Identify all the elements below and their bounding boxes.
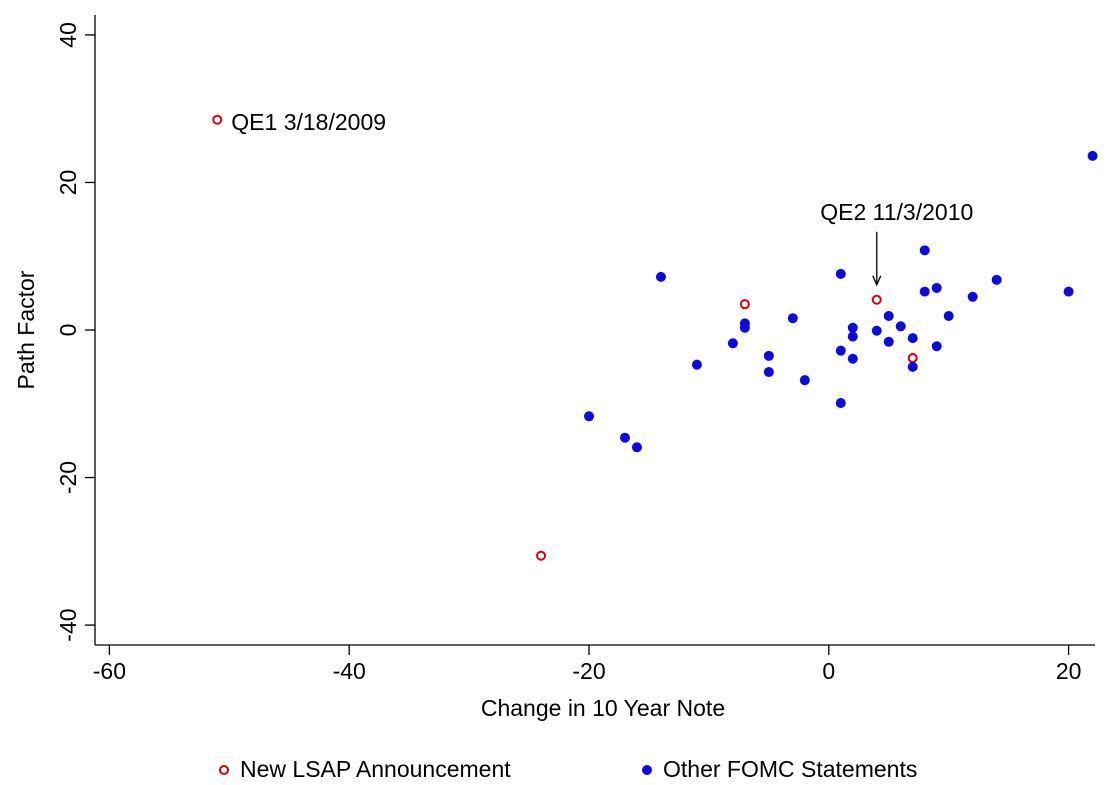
point [919, 245, 930, 256]
point [1087, 150, 1098, 161]
point [871, 294, 882, 305]
point [536, 550, 547, 561]
point [631, 442, 642, 453]
point [763, 350, 774, 361]
x-axis-title: Change in 10 Year Note [481, 695, 725, 721]
y-tick-label: 0 [55, 324, 81, 337]
point [907, 361, 918, 372]
point [931, 282, 942, 293]
point [847, 322, 858, 333]
point [584, 411, 595, 422]
y-tick-label: -20 [55, 461, 81, 494]
point [739, 299, 750, 310]
point [883, 310, 894, 321]
point [763, 367, 774, 378]
point [727, 338, 738, 349]
annotation: QE2 11/3/2010 [820, 199, 973, 225]
x-tick-label: -20 [572, 658, 605, 684]
point [919, 286, 930, 297]
point [691, 359, 702, 370]
legend-marker [219, 765, 229, 775]
point [931, 341, 942, 352]
point [895, 321, 906, 332]
y-tick-label: 40 [55, 22, 81, 48]
point [799, 375, 810, 386]
point [883, 336, 894, 347]
point [835, 268, 846, 279]
y-tick-label: 20 [55, 170, 81, 196]
legend-marker [642, 765, 652, 775]
point [835, 398, 846, 409]
point [835, 345, 846, 356]
x-tick-label: 0 [822, 658, 835, 684]
point [1063, 286, 1074, 297]
point [907, 353, 918, 364]
point [907, 333, 918, 344]
legend-label: Other FOMC Statements [663, 756, 917, 782]
point [847, 353, 858, 364]
point [619, 432, 630, 443]
point [847, 331, 858, 342]
annotation-arrowhead [872, 275, 882, 287]
y-tick-label: -40 [55, 608, 81, 641]
x-tick-label: -40 [333, 658, 366, 684]
y-axis-title: Path Factor [13, 270, 39, 389]
point [943, 310, 954, 321]
point [991, 274, 1002, 285]
x-tick-label: 20 [1056, 658, 1082, 684]
point [739, 322, 750, 333]
legend-label: New LSAP Announcement [240, 756, 511, 782]
x-tick-label: -60 [93, 658, 126, 684]
annotation: QE1 3/18/2009 [231, 109, 386, 135]
point [212, 114, 223, 125]
point [655, 271, 666, 282]
point [967, 291, 978, 302]
point [871, 325, 882, 336]
point [787, 313, 798, 324]
